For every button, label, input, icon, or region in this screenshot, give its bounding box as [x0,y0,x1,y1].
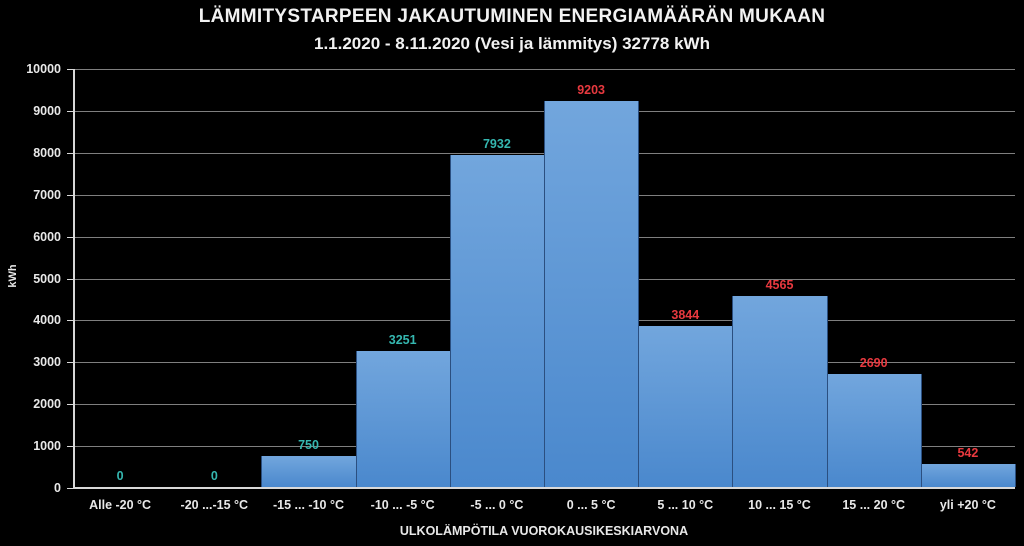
data-label: 3844 [671,307,700,322]
data-label: 2690 [859,356,888,371]
y-tick-label: 6000 [33,229,61,244]
bar [544,101,640,487]
x-axis-line [73,487,1015,489]
y-tick-mark [67,236,73,238]
bar [826,374,922,487]
plot-area: 0 1000 2000 3000 4000 5000 6000 7000 8000 9000 100… [26,62,1016,495]
y-tick-mark [67,446,73,448]
y-tick-label: 1000 [33,439,61,454]
y-tick-mark [67,194,73,196]
x-tick-label: yli +20 °C [939,498,996,512]
data-label: 9203 [577,83,605,98]
y-tick-mark [67,488,73,489]
y-tick-label: 5000 [33,271,61,286]
y-tick-mark [67,404,73,406]
bar [638,325,734,487]
y-tick-label: 0 [54,481,61,495]
y-tick-mark [67,362,73,364]
y-tick-label: 3000 [33,355,61,370]
x-tick-label: -20 ...-15 °C [180,498,249,512]
x-tick-label: 5 ... 10 °C [657,498,714,512]
x-tick-label: 0 ... 5 °C [566,498,616,512]
data-label: 542 [957,446,979,461]
x-tick-label: -5 ... 0 °C [470,498,524,512]
y-tick-label: 4000 [33,313,61,328]
data-label: 0 [116,469,124,483]
y-tick-label: 9000 [33,103,61,118]
data-label: 3251 [388,332,417,347]
x-tick-label: Alle -20 °C [89,498,152,512]
y-tick-mark [67,320,73,322]
bar [449,154,545,487]
bar [261,455,357,487]
y-tick-mark [67,69,73,70]
y-axis-line [73,69,75,489]
y-tick-mark [67,110,73,112]
data-label: 750 [298,437,319,452]
x-tick-label: 15 ... 20 °C [842,498,906,512]
x-tick-label: -15 ... -10 °C [273,498,344,512]
x-axis-label: ULKOLÄMPÖTILA VUOROKAUSIKESKIARVONA [399,524,689,538]
chart-title: LÄMMITYSTARPEEN JAKAUTUMINEN ENERGIAMÄÄR… [198,6,826,27]
data-label: 0 [210,469,218,483]
x-tick-label: 10 ... 15 °C [748,498,811,512]
data-label: 4565 [765,277,794,292]
bar [355,350,451,487]
bar [920,464,1016,487]
y-tick-label: 10000 [26,62,61,76]
y-tick-mark [67,278,73,280]
y-tick-label: 7000 [33,187,61,202]
gridline [73,69,1015,70]
y-tick-mark [67,152,73,154]
y-tick-label: 8000 [33,145,61,160]
y-tick-label: 2000 [33,397,61,412]
x-tick-label: -10 ... -5 °C [370,498,435,512]
chart-subtitle: 1.1.2020 - 8.11.2020 (Vesi ja lämmitys) … [314,34,710,53]
bar [732,295,828,487]
data-label: 7932 [482,136,511,151]
